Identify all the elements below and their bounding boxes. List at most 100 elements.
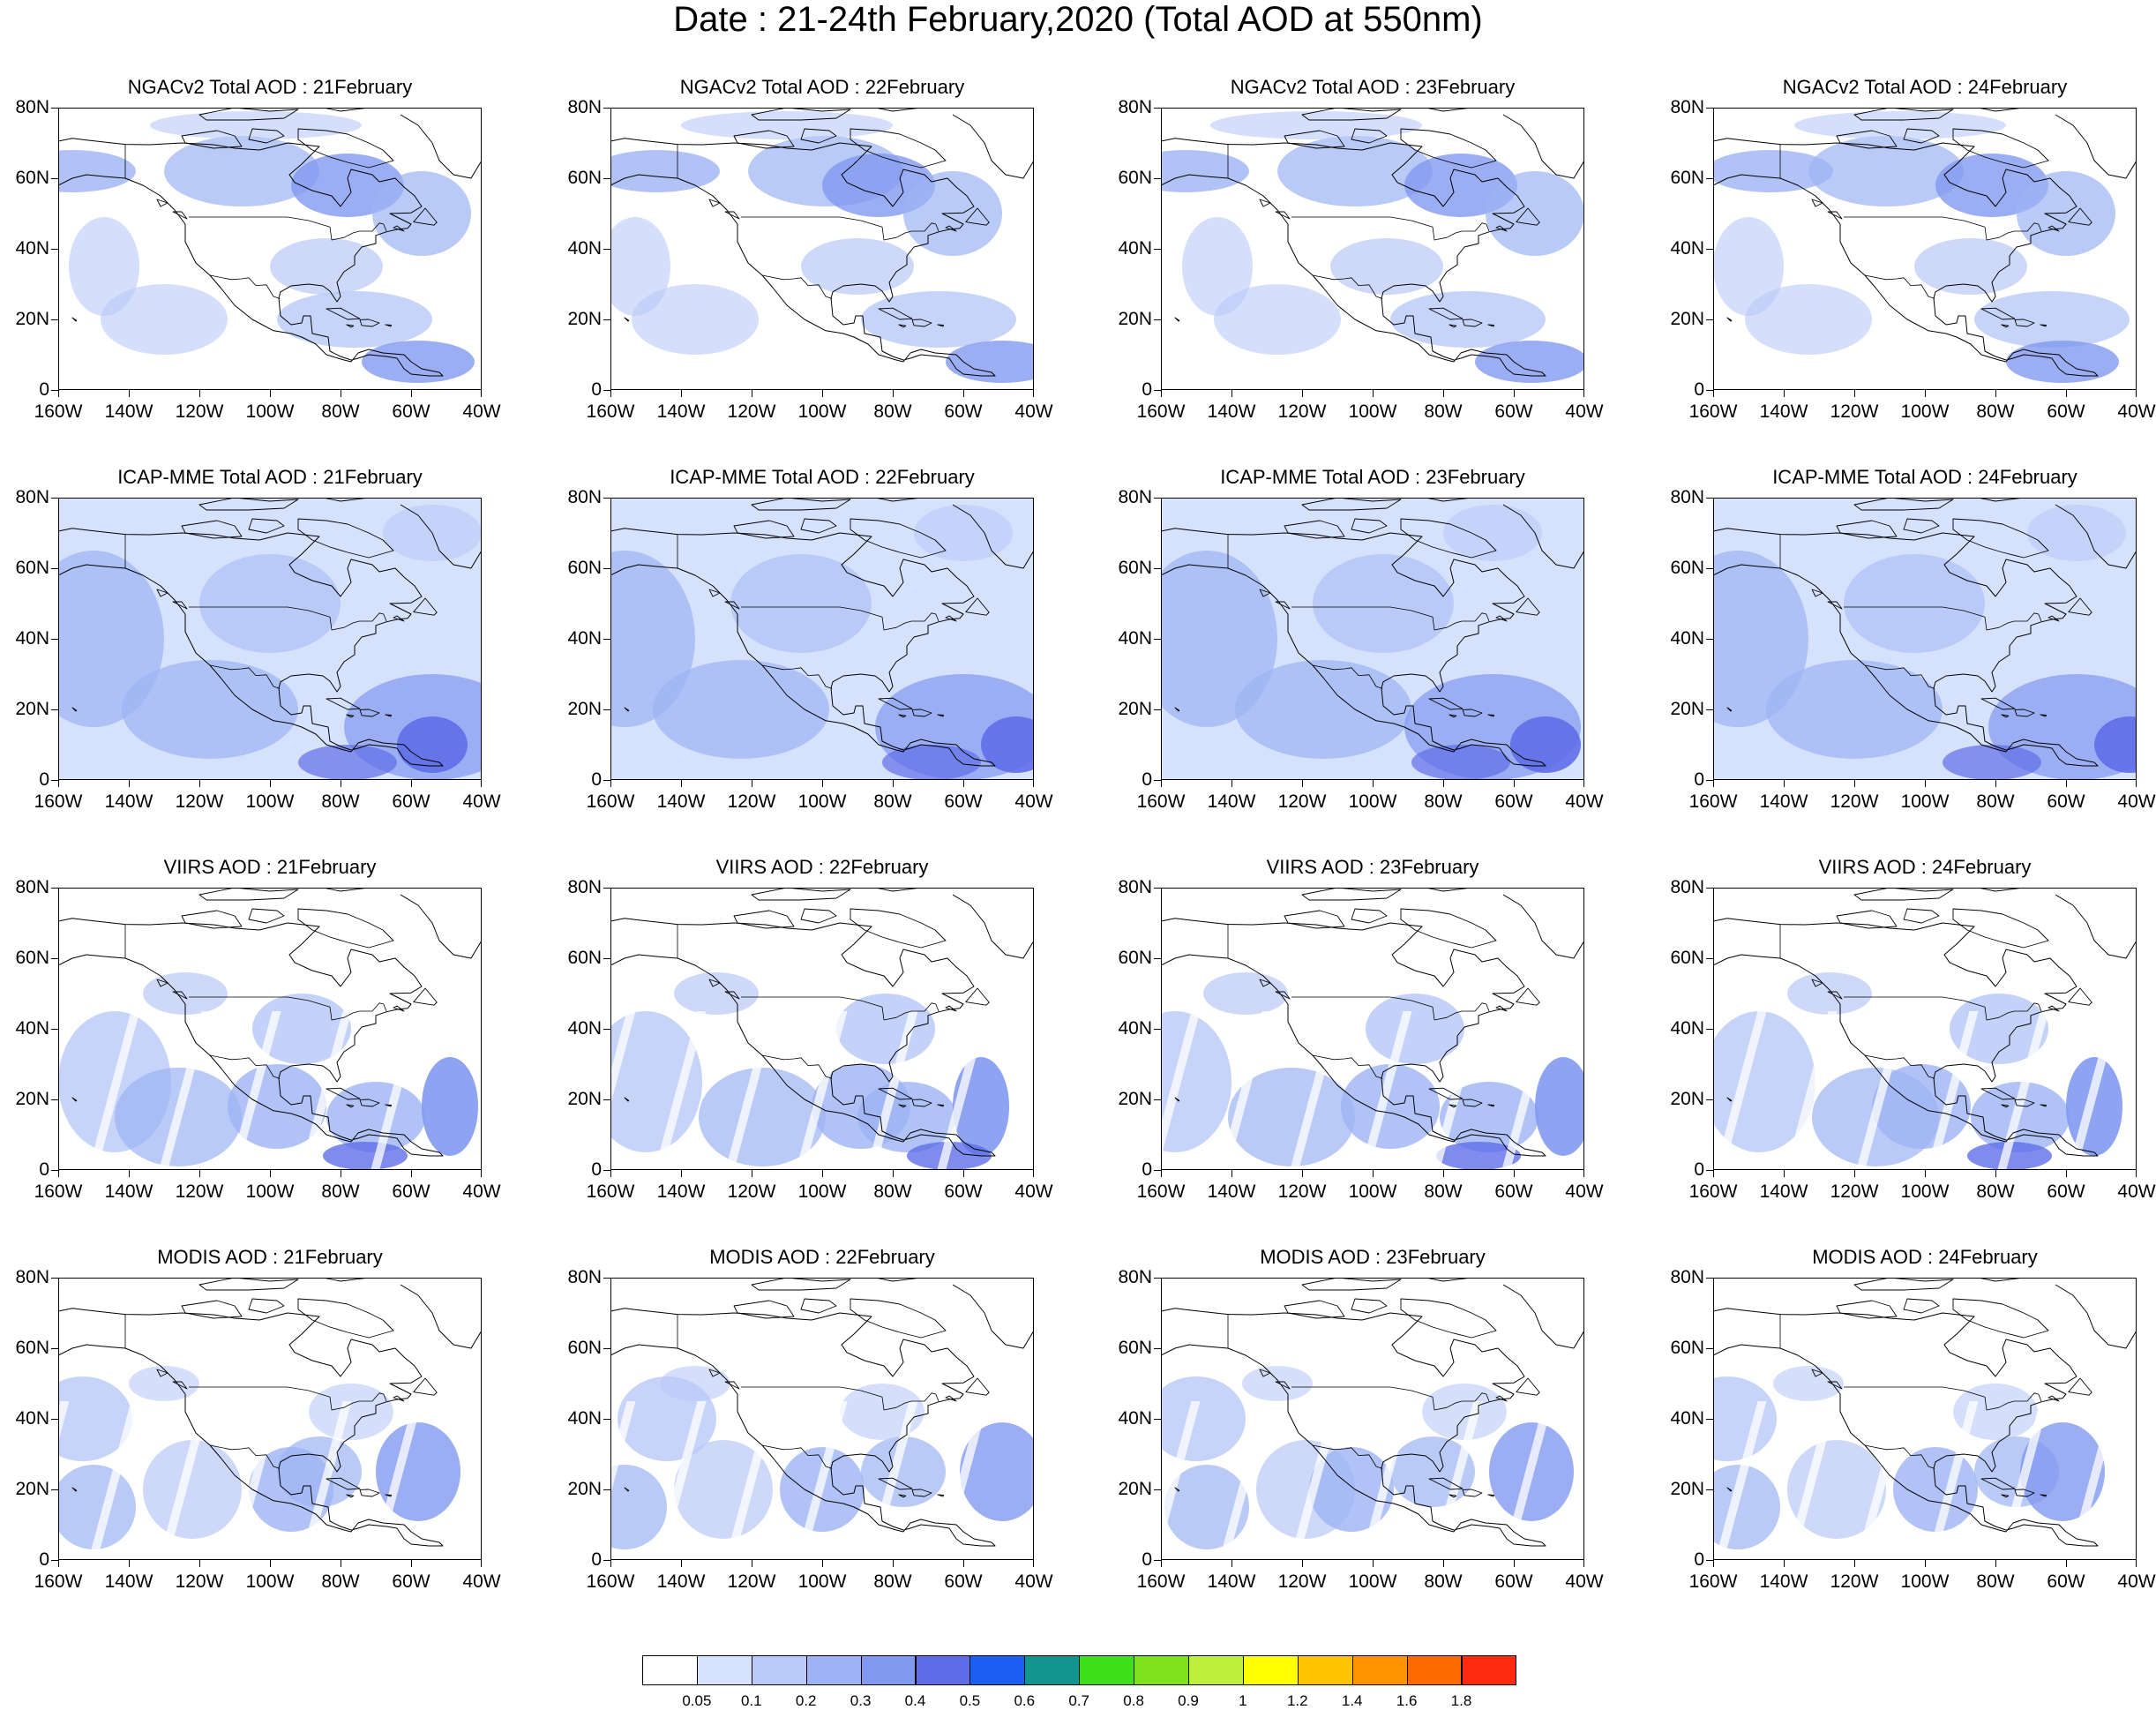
aod-shading: [857, 1082, 956, 1152]
lat-tick: [51, 1560, 58, 1561]
lon-tick: [893, 780, 894, 787]
island-outline: [1462, 709, 1483, 717]
lat-tick-label: 60N: [1118, 948, 1152, 968]
lat-tick: [1154, 108, 1161, 109]
island-outline: [1516, 207, 1540, 226]
lon-tick-label: 80W: [321, 1571, 360, 1592]
island-outline: [181, 130, 243, 149]
lat-tick: [51, 1029, 58, 1030]
lon-tick: [1231, 1560, 1232, 1567]
lon-tick-label: 140W: [1759, 1181, 1808, 1202]
lat-tick: [51, 108, 58, 109]
coastline: [2055, 1278, 2137, 1349]
lon-tick: [58, 1170, 59, 1177]
swath-gap: [1219, 1011, 1271, 1170]
lat-tick: [51, 709, 58, 710]
aod-shading: [1713, 217, 1784, 316]
island-outline: [359, 709, 380, 717]
lon-tick: [1925, 1560, 1926, 1567]
aod-shading: [1745, 284, 1872, 355]
lat-tick-label: 40N: [567, 238, 602, 259]
island-outline: [945, 1395, 957, 1402]
lat-tick-label: 40N: [1670, 628, 1704, 649]
island-outline: [1423, 108, 1474, 112]
lat-tick-label: 40N: [15, 628, 49, 649]
island-outline: [898, 324, 907, 328]
panel-title: MODIS AOD : 23February: [1260, 1246, 1486, 1268]
aod-shading: [1330, 238, 1443, 295]
map-panel: NGACv2 Total AOD : 21February 80N 60N 40N 20…: [0, 76, 500, 446]
lat-tick: [1154, 319, 1161, 320]
island-outline: [156, 1369, 168, 1377]
lon-tick-label: 120W: [1830, 1571, 1879, 1592]
island-outline: [1301, 498, 1402, 511]
island-outline: [751, 498, 851, 511]
island-outline: [1836, 520, 1898, 539]
aod-shading: [1422, 1384, 1507, 1440]
aod-shading: [610, 1465, 667, 1549]
aod-shading: [1309, 1447, 1394, 1532]
island-outline: [1952, 518, 2049, 559]
aod-shading: [1713, 1376, 1777, 1461]
island-outline: [1903, 908, 1940, 924]
lon-tick-label: 140W: [1759, 1571, 1808, 1592]
island-outline: [1275, 1381, 1291, 1390]
lon-tick: [270, 780, 271, 787]
lat-tick: [603, 709, 610, 710]
swath-gap: [300, 1401, 352, 1560]
island-outline: [172, 211, 188, 220]
lon-tick-label: 140W: [656, 791, 706, 812]
lon-tick: [1784, 390, 1785, 397]
lat-tick-label: 20N: [1670, 1089, 1704, 1109]
aod-shading: [730, 554, 872, 653]
island-outline: [359, 1099, 380, 1107]
lat-tick: [603, 780, 610, 781]
lon-tick-label: 40W: [1565, 401, 1604, 422]
country-border: [1291, 1386, 1490, 1411]
island-outline: [413, 597, 438, 616]
lon-tick: [1514, 1560, 1515, 1567]
lon-tick-label: 140W: [656, 1571, 706, 1592]
island-outline: [326, 1477, 361, 1490]
country-border: [741, 606, 940, 631]
lon-tick: [1033, 1560, 1034, 1567]
island-outline: [320, 498, 371, 502]
lon-tick: [822, 780, 823, 787]
lon-tick: [963, 1170, 964, 1177]
aod-shading: [1773, 1366, 1844, 1401]
lon-tick-label: 100W: [1900, 401, 1950, 422]
lat-tick: [1154, 568, 1161, 569]
lat-tick-label: 0: [1694, 1159, 1704, 1180]
lon-tick-label: 60W: [392, 401, 430, 422]
island-outline: [1836, 130, 1898, 149]
swath-gap: [88, 1011, 140, 1170]
lon-tick-label: 120W: [727, 791, 776, 812]
lon-tick: [1033, 390, 1034, 397]
swath-gap: [725, 1011, 777, 1170]
aod-shading: [1974, 291, 2130, 348]
lon-tick-label: 80W: [1424, 791, 1463, 812]
island-outline: [1975, 888, 2026, 892]
island-outline: [624, 317, 630, 322]
lon-tick-label: 140W: [1759, 401, 1808, 422]
lat-tick-label: 60N: [15, 948, 49, 968]
lat-tick-label: 0: [1142, 1159, 1152, 1180]
island-outline: [1428, 1087, 1464, 1100]
aod-shading: [1890, 498, 2031, 536]
island-outline: [297, 908, 394, 949]
island-outline: [850, 518, 947, 559]
aod-map: [1713, 1278, 2137, 1560]
lon-tick: [1443, 390, 1444, 397]
coastline: [1713, 918, 2099, 1157]
aod-shading: [610, 150, 720, 192]
country-border: [761, 1444, 833, 1469]
lon-tick-label: 120W: [1830, 791, 1879, 812]
aod-shading: [1713, 150, 1833, 192]
lat-tick: [51, 178, 58, 179]
island-outline: [878, 307, 913, 320]
island-outline: [2040, 714, 2047, 717]
lat-tick-label: 40N: [1118, 238, 1152, 259]
island-outline: [2068, 597, 2092, 616]
colorbar-cell: [1406, 1655, 1463, 1685]
lat-tick-label: 20N: [15, 1089, 49, 1109]
